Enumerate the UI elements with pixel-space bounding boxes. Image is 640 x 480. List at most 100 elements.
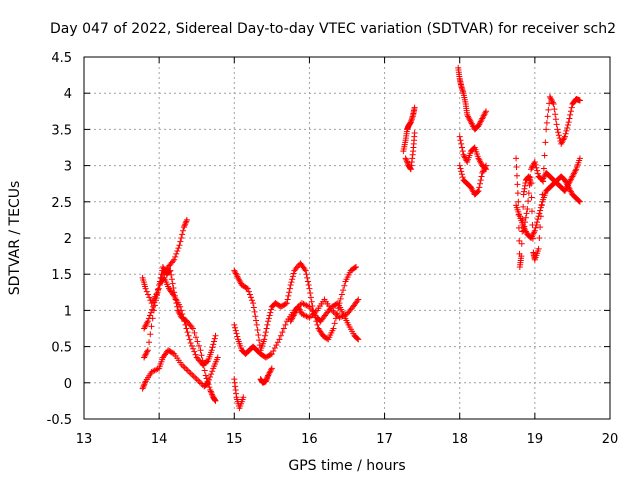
data-point <box>336 300 343 307</box>
data-point <box>314 321 321 328</box>
data-point <box>180 314 187 321</box>
data-point <box>189 371 196 378</box>
x-tick-label: 15 <box>226 432 243 447</box>
tick-layer <box>83 56 611 420</box>
data-point <box>268 365 275 372</box>
y-tick-label: 0.5 <box>51 341 72 356</box>
data-point <box>182 321 189 328</box>
data-point <box>171 256 178 263</box>
data-point <box>245 288 252 295</box>
data-point <box>251 308 258 315</box>
data-point <box>532 224 539 231</box>
x-tick-label: 18 <box>451 432 468 447</box>
x-tick-label: 14 <box>151 432 168 447</box>
data-point <box>178 307 185 314</box>
data-point <box>531 227 538 234</box>
data-point <box>305 282 312 289</box>
data-point <box>542 139 549 146</box>
data-point <box>234 333 241 340</box>
data-point <box>354 335 361 342</box>
data-point <box>564 122 571 129</box>
y-tick-label: 4 <box>64 87 72 102</box>
data-point <box>232 327 239 334</box>
data-point <box>273 342 280 349</box>
data-point <box>143 288 150 295</box>
y-tick-label: 1.5 <box>51 268 72 283</box>
data-point <box>459 174 466 181</box>
data-point <box>546 100 553 107</box>
data-point <box>155 287 162 294</box>
data-point <box>183 218 190 225</box>
data-point <box>182 221 189 228</box>
data-point <box>184 367 191 374</box>
data-point <box>514 181 521 188</box>
data-point <box>190 345 197 352</box>
data-point <box>354 297 361 304</box>
data-point <box>270 347 277 354</box>
data-point <box>204 379 211 386</box>
data-point <box>154 292 161 299</box>
data-point <box>545 106 552 113</box>
data-point <box>144 347 151 354</box>
data-point <box>186 368 193 375</box>
data-point <box>181 222 188 229</box>
y-tick-label: 2.5 <box>51 196 72 211</box>
data-point <box>458 144 465 151</box>
data-point <box>192 351 199 358</box>
data-point <box>539 191 546 198</box>
x-tick-labels: 13 14 15 16 17 18 19 20 <box>76 432 619 447</box>
y-tick-label: 3 <box>64 160 72 175</box>
data-point <box>207 387 214 394</box>
data-point <box>170 284 177 291</box>
data-point <box>531 158 538 165</box>
data-point <box>262 329 269 336</box>
data-point <box>519 228 526 235</box>
data-point <box>202 372 209 379</box>
data-point <box>566 115 573 122</box>
data-point <box>231 321 238 328</box>
data-point <box>531 229 538 236</box>
data-point <box>537 224 544 231</box>
data-point <box>309 303 316 310</box>
data-point <box>307 290 314 297</box>
data-point <box>250 300 257 307</box>
data-point <box>193 376 200 383</box>
data-point <box>533 164 540 171</box>
data-point <box>253 321 260 328</box>
data-point <box>534 219 541 226</box>
data-point <box>146 312 153 319</box>
x-tick-label: 16 <box>301 432 318 447</box>
data-point <box>518 240 525 247</box>
data-point <box>207 374 214 381</box>
data-point <box>538 202 545 209</box>
data-point <box>532 161 539 168</box>
data-point <box>181 364 188 371</box>
data-point <box>576 198 583 205</box>
data-point <box>201 367 208 374</box>
data-point <box>182 219 189 226</box>
data-point <box>240 394 247 401</box>
data-point <box>282 321 289 328</box>
data-point <box>335 305 342 312</box>
data-point <box>537 207 544 214</box>
data-point <box>142 379 149 386</box>
data-point <box>474 188 481 195</box>
data-point <box>306 285 313 292</box>
x-tick-label: 13 <box>76 432 93 447</box>
data-point <box>243 284 250 291</box>
data-point <box>477 177 484 184</box>
data-point <box>288 279 295 286</box>
data-point <box>312 314 319 321</box>
data-point <box>540 165 547 172</box>
data-point <box>254 326 261 333</box>
data-point <box>404 159 411 166</box>
data-point <box>277 332 284 339</box>
grid-layer <box>84 57 610 419</box>
data-point <box>264 321 271 328</box>
data-point <box>572 167 579 174</box>
data-point <box>304 278 311 285</box>
data-point <box>477 180 484 187</box>
data-point <box>286 289 293 296</box>
data-point <box>522 219 529 226</box>
data-point <box>268 366 275 373</box>
